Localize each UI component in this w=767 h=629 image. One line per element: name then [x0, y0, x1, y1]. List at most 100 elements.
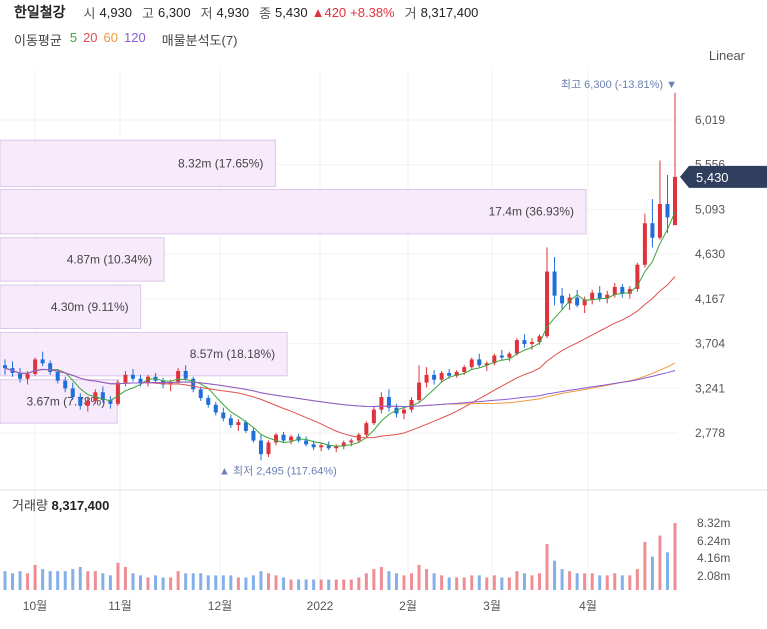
volume-bar — [63, 571, 67, 590]
volume-profile-label: 4.87m (10.34%) — [67, 252, 152, 266]
price-tick-label: 3,704 — [695, 337, 725, 351]
volume-bar — [590, 573, 594, 590]
x-tick-label: 10월 — [23, 599, 47, 613]
volume-bar — [447, 577, 451, 590]
quote-header: 한일철강 시 4,930 고 6,300 저 4,930 종 5,430 ▲42… — [14, 2, 478, 22]
price-tick-label: 6,019 — [695, 113, 725, 127]
price-tick-label: 4,167 — [695, 292, 725, 306]
volume-bar — [515, 571, 519, 590]
volume-profile-label: 4.30m (9.11%) — [51, 300, 129, 314]
volume-bar — [131, 573, 135, 590]
volume-bar — [673, 523, 677, 590]
candle-body — [545, 271, 550, 337]
volume-profile-label: 3.67m (7.78%) — [26, 394, 105, 408]
candle-body — [213, 404, 218, 413]
candle-body — [650, 223, 655, 238]
volume-profile-bar — [0, 237, 165, 282]
ma-120[interactable]: 120 — [124, 30, 146, 45]
volume-bar — [41, 569, 45, 590]
candle-body — [176, 370, 181, 383]
candle-body — [78, 397, 83, 406]
volume-bar — [575, 573, 579, 590]
candle-body — [454, 371, 459, 376]
candle-body — [33, 359, 38, 374]
moving-average-120 — [4, 367, 676, 408]
candle-body — [108, 399, 113, 404]
volume-bar — [282, 577, 286, 590]
volume-bar — [635, 569, 639, 590]
candle-body — [371, 409, 376, 424]
volume-profile-toggle[interactable]: 매물분석도(7) — [161, 33, 238, 48]
candle-body — [673, 176, 677, 226]
candle-body — [311, 444, 316, 448]
candle-body — [537, 336, 542, 343]
candle-body — [349, 440, 354, 443]
volume-bar — [108, 575, 112, 590]
low-value: 4,930 — [216, 4, 250, 20]
volume-bar — [26, 573, 30, 590]
candle-body — [130, 374, 135, 379]
volume-bar — [342, 579, 346, 590]
volume-bar — [116, 562, 120, 590]
candle-body — [409, 399, 414, 410]
stock-name: 한일철강 — [14, 4, 66, 20]
volume-profile-label: 8.32m (17.65%) — [178, 156, 263, 170]
candle-body — [477, 359, 482, 366]
candle-body — [484, 363, 489, 366]
volume-tick-label: 2.08m — [697, 569, 730, 583]
ma-title[interactable]: 이동평균 — [14, 33, 62, 48]
volume-bar — [402, 575, 406, 590]
candle-body — [529, 342, 534, 344]
volume-profile-bar — [0, 139, 276, 188]
volume-bar — [251, 575, 255, 590]
volume-bar — [176, 571, 180, 590]
volume-bar — [665, 552, 669, 590]
candle-body — [552, 271, 557, 296]
candle-body — [274, 434, 279, 443]
x-tick-label: 2월 — [399, 599, 417, 613]
candle-body — [221, 412, 226, 419]
ma-60[interactable]: 60 — [103, 30, 119, 45]
volume-profile-bar — [0, 284, 142, 330]
candle-body — [48, 363, 53, 372]
candle-body — [386, 397, 391, 408]
open-value: 4,930 — [99, 4, 133, 20]
volume-bar — [553, 560, 557, 590]
volume-bar — [349, 579, 353, 590]
x-tick-label: 11월 — [108, 599, 132, 613]
candle-body — [560, 295, 565, 304]
ma-20[interactable]: 20 — [83, 30, 98, 45]
candle-body — [469, 359, 474, 368]
candle-body — [63, 380, 68, 389]
volume-bar — [123, 566, 127, 590]
x-tick-label: 3월 — [483, 599, 501, 613]
candle-body — [115, 382, 120, 404]
price-tick-label: 4,630 — [695, 247, 725, 261]
volume-bar — [432, 573, 436, 590]
candle-body — [364, 423, 369, 435]
candle-body — [642, 223, 647, 265]
volume-bar — [568, 571, 572, 590]
volume-bar — [583, 573, 587, 590]
candle-body — [665, 203, 670, 218]
candle-body — [191, 378, 196, 390]
volume-bar — [440, 575, 444, 590]
volume-bar — [236, 577, 240, 590]
volume-label: 거 — [404, 5, 417, 21]
price-tick-label: 5,093 — [695, 202, 725, 216]
ma-5[interactable]: 5 — [69, 30, 78, 45]
volume-bar — [658, 535, 662, 590]
candle-body — [236, 422, 241, 426]
candle-body — [417, 382, 422, 400]
candle-body — [590, 292, 595, 300]
scale-mode-button[interactable]: Linear — [708, 48, 745, 63]
high-label: 고 — [142, 5, 155, 21]
candle-body — [326, 445, 331, 449]
volume-bar — [620, 575, 624, 590]
volume-bar — [312, 579, 316, 590]
candle-body — [462, 367, 467, 372]
volume-bar — [11, 573, 15, 590]
candle-body — [499, 355, 504, 358]
volume-bar — [605, 575, 609, 590]
